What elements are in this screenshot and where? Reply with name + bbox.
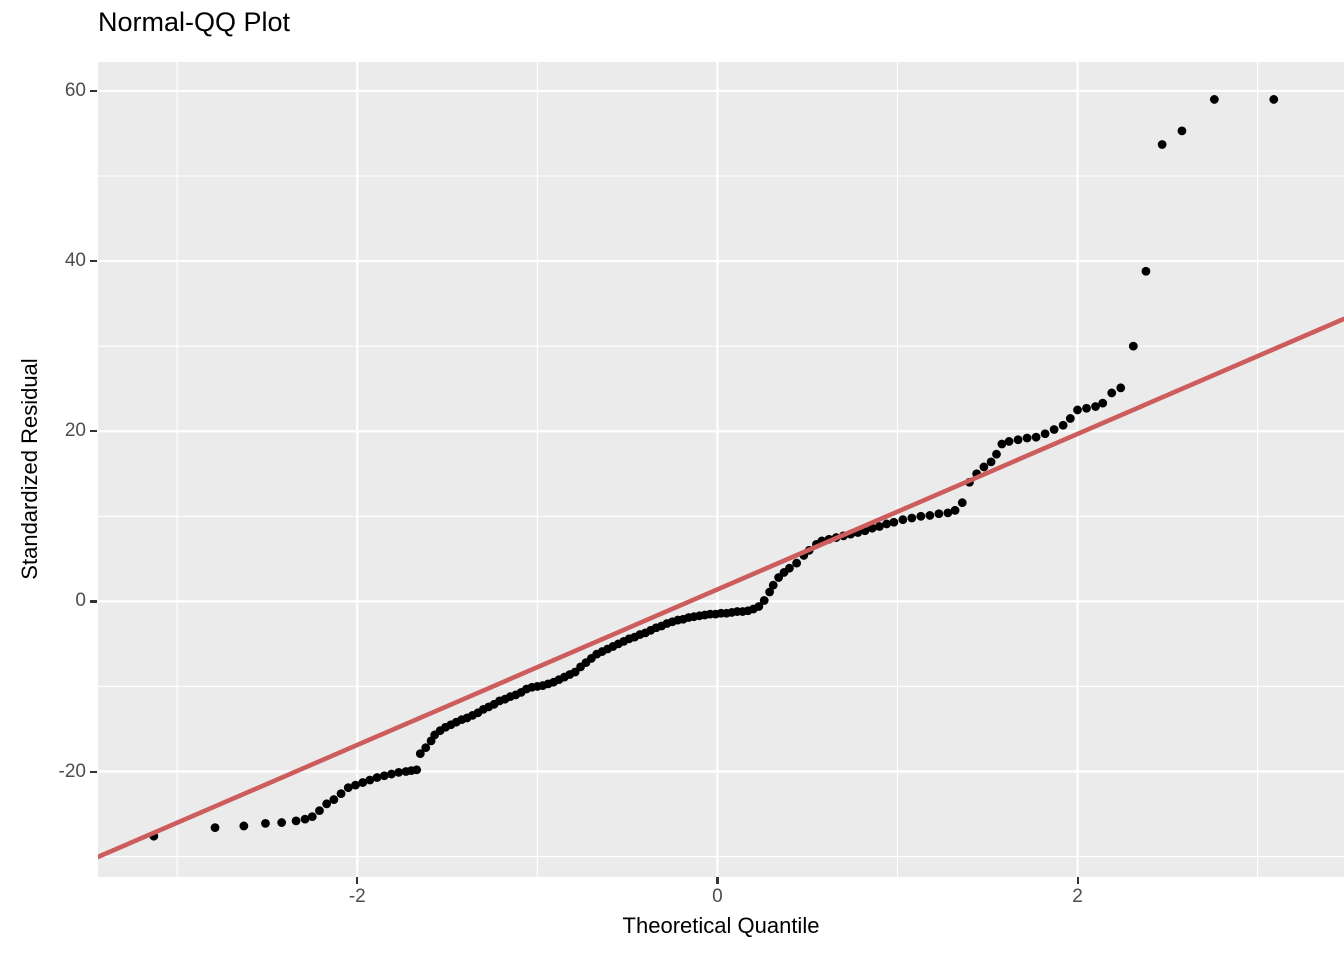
qq-point: [1157, 140, 1167, 149]
qq-point: [759, 596, 769, 605]
y-tick-label: 60: [64, 79, 86, 101]
qq-point: [875, 522, 884, 531]
qq-point: [1065, 414, 1075, 423]
y-tick-label: -20: [58, 760, 86, 782]
qq-point: [421, 743, 431, 753]
qq-point: [300, 814, 310, 824]
qq-point: [979, 462, 989, 472]
qq-point: [1058, 420, 1068, 430]
plot-canvas: [98, 62, 1344, 877]
y-tick-label: 40: [64, 250, 86, 272]
qq-point: [1107, 388, 1117, 398]
qq-point: [379, 771, 389, 781]
qq-point: [1177, 126, 1187, 136]
y-tick-mark: [90, 430, 97, 433]
qq-point: [1013, 435, 1023, 445]
qq-point: [1269, 95, 1279, 104]
qq-point: [343, 783, 353, 793]
qq-point: [882, 519, 892, 529]
qq-point: [898, 515, 908, 525]
qq-point: [1091, 402, 1100, 411]
y-tick-mark: [90, 260, 97, 263]
qq-point: [329, 795, 339, 804]
qq-point: [925, 511, 935, 520]
qq-point: [358, 778, 368, 787]
qq-point: [1209, 95, 1219, 104]
qq-point: [1128, 341, 1138, 351]
qq-point: [307, 812, 317, 821]
qq-point: [765, 587, 775, 597]
x-tick-label: -2: [348, 886, 366, 907]
y-axis-title: Standardized Residual: [17, 358, 42, 580]
qq-point: [889, 517, 899, 527]
plot-title: Normal-QQ Plot: [98, 7, 291, 37]
qq-point: [754, 602, 764, 611]
qq-point: [1141, 266, 1151, 276]
qq-point: [351, 780, 360, 790]
qq-point: [394, 767, 404, 777]
qq-point: [387, 769, 396, 779]
qq-point: [934, 509, 944, 519]
y-tick-mark: [90, 770, 97, 773]
qq-point: [336, 789, 346, 799]
qq-point: [1004, 437, 1014, 446]
qq-point: [315, 806, 324, 816]
qq-point: [261, 819, 270, 828]
x-tick-mark: [356, 877, 359, 884]
qq-point: [792, 558, 802, 568]
qq-reference-line: [98, 316, 1344, 860]
qq-point: [412, 765, 422, 775]
qq-point: [957, 498, 967, 508]
qq-point: [1073, 405, 1082, 415]
qq-point: [950, 505, 960, 515]
qq-point: [291, 816, 301, 826]
y-tick-label: 20: [64, 420, 86, 442]
qq-point: [785, 563, 794, 573]
qq-point: [1031, 432, 1041, 442]
x-tick-label: 0: [712, 886, 723, 907]
y-tick-mark: [90, 89, 97, 93]
qq-point: [943, 508, 953, 518]
x-tick-mark: [716, 877, 719, 884]
qq-point: [907, 513, 917, 523]
x-axis-title: Theoretical Quantile: [622, 913, 820, 938]
qq-point: [1049, 425, 1059, 434]
qq-point: [916, 511, 926, 521]
qq-point: [997, 439, 1007, 449]
qq-point: [986, 457, 996, 467]
y-tick-mark: [90, 600, 97, 603]
qq-point: [992, 449, 1001, 459]
qq-point: [322, 799, 332, 809]
plot-panel: [98, 62, 1344, 877]
qq-point: [277, 818, 287, 827]
y-tick-label: 0: [75, 590, 86, 612]
qq-point: [210, 823, 220, 833]
qq-point: [365, 775, 375, 785]
qq-point: [1040, 429, 1050, 439]
panel-background: [98, 62, 1344, 877]
qq-point: [415, 749, 425, 759]
qq-point: [1098, 398, 1108, 408]
qq-point: [372, 773, 382, 782]
qq-point: [239, 821, 249, 831]
qq-point: [1082, 403, 1091, 413]
x-tick-mark: [1076, 877, 1079, 884]
qq-point: [1022, 433, 1032, 443]
qq-point: [768, 580, 778, 590]
x-tick-label: 2: [1072, 886, 1083, 907]
qq-point: [1116, 383, 1126, 393]
